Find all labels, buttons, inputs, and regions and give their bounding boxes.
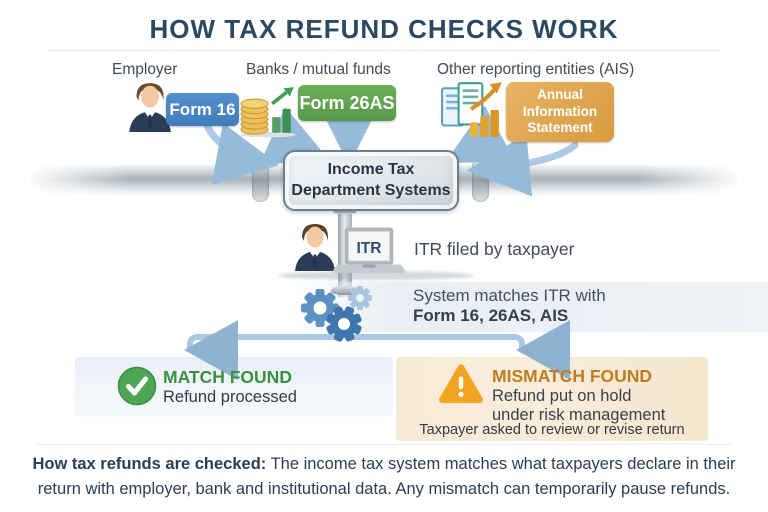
matching-text-line2: Form 16, 26AS, AIS (413, 306, 569, 325)
ais-badge-line: Statement (527, 120, 593, 136)
pipe-fade-right (638, 158, 768, 204)
mismatch-note: Taxpayer asked to review or revise retur… (419, 422, 685, 438)
banks-label: Banks / mutual funds (246, 61, 391, 78)
mismatch-line2: under risk management (492, 406, 666, 424)
itr-shadow (278, 271, 474, 280)
page-title: HOW TAX REFUND CHECKS WORK (149, 14, 619, 44)
footer-caption: How tax refunds are checked: The income … (32, 452, 736, 502)
employer-label: Employer (112, 61, 178, 78)
person-at-laptop-icon (292, 220, 338, 272)
form16-badge: Form 16 (166, 93, 239, 126)
other-entities-label: Other reporting entities (AIS) (437, 61, 635, 78)
vertical-pipe-cap (331, 286, 359, 295)
footer-divider (36, 444, 732, 445)
match-subtitle: Refund processed (163, 388, 297, 406)
hub-line2: Department Systems (291, 181, 451, 199)
pipe-flange-left (252, 158, 269, 202)
matching-text-line1: System matches ITR with (413, 286, 606, 305)
check-circle-icon (117, 366, 157, 406)
pipe-fade-left (0, 158, 130, 204)
top-divider (48, 50, 720, 51)
warning-triangle-icon (438, 363, 484, 405)
laptop-screen-text: ITR (356, 240, 381, 257)
ais-badge-line: Information (522, 103, 598, 119)
mismatch-title: MISMATCH FOUND (492, 366, 653, 386)
mismatch-line1: Refund put on hold (492, 387, 632, 405)
hub-line1: Income Tax (327, 160, 415, 178)
coins-bar-chart-icon (238, 86, 298, 138)
ais-badge: Annual Information Statement (506, 82, 614, 142)
match-title: MATCH FOUND (163, 367, 292, 387)
footer-lead: How tax refunds are checked: (32, 455, 267, 473)
footer-text: The income tax system matches what taxpa… (37, 455, 736, 498)
gears-icon (298, 282, 382, 342)
pipe-flange-right (472, 158, 489, 202)
laptop-itr-icon: ITR (333, 227, 405, 277)
income-tax-department-hub: Income Tax Department Systems (283, 150, 459, 211)
documents-growth-chart-icon (440, 80, 504, 140)
ais-badge-line: Annual (537, 86, 583, 102)
itr-caption: ITR filed by taxpayer (414, 239, 575, 259)
form26as-badge: Form 26AS (298, 85, 396, 121)
businessman-icon (126, 80, 174, 132)
